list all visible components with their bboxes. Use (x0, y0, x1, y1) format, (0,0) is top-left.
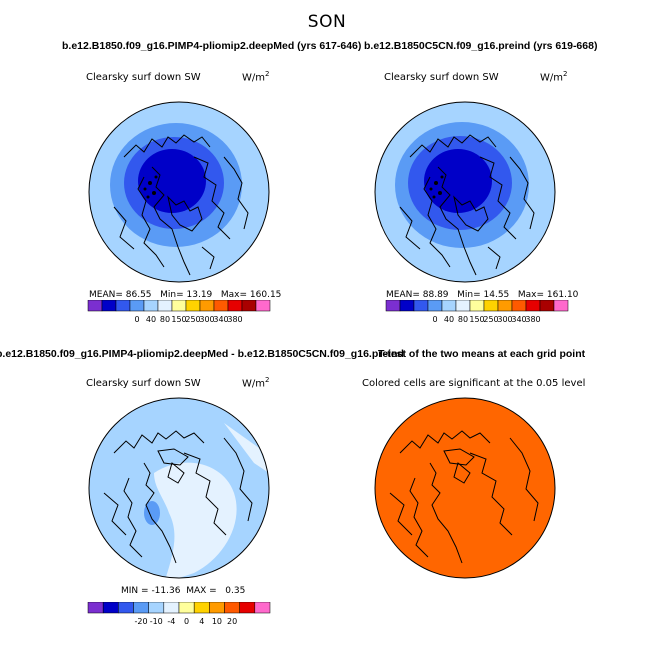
panel3-stats: MIN = -11.36 MAX = 0.35 (121, 586, 246, 596)
colorbar-swatch (102, 602, 119, 614)
panel1-title: b.e12.B1850.f09_g16.PIMP4-pliomip2.deepM… (62, 40, 362, 52)
colorbar-tick-label: 250 (185, 315, 200, 324)
colorbar-tick-label: 340 (213, 315, 228, 324)
panel4-title: T-test of the two means at each grid poi… (378, 348, 586, 360)
colorbar-swatch (178, 602, 195, 614)
colorbar-tick-label: 150 (171, 315, 186, 324)
panel2-units: W/m2 (540, 70, 568, 84)
panel3-units: W/m2 (242, 376, 270, 390)
colorbar-tick-label: 20 (227, 617, 237, 626)
panel1-variable-label: Clearsky surf down SW (86, 72, 201, 83)
colorbar-swatch (539, 300, 555, 312)
colorbar-tick-label: 40 (444, 315, 454, 324)
colorbar-swatch (413, 300, 429, 312)
colorbar-tick-label: 380 (525, 315, 540, 324)
colorbar-tick-label: -20 (135, 617, 148, 626)
colorbar-swatch (385, 300, 401, 312)
panel2-variable-label: Clearsky surf down SW (384, 72, 499, 83)
panel3-light-region-2 (224, 423, 269, 473)
panel1-stats: MEAN= 86.55 Min= 13.19 Max= 160.15 (89, 290, 282, 300)
panel1-units: W/m2 (242, 70, 270, 84)
colorbar-swatch (469, 300, 485, 312)
panel2-title: b.e12.B1850C5CN.f09_g16.preind (yrs 619-… (364, 40, 598, 52)
colorbar-swatch (199, 300, 215, 312)
colorbar-swatch (87, 300, 103, 312)
colorbar-swatch (227, 300, 243, 312)
colorbar-swatch (427, 300, 443, 312)
colorbar-tick-label: 4 (199, 617, 204, 626)
colorbar-swatch (441, 300, 457, 312)
colorbar-tick-label: 40 (146, 315, 156, 324)
panel4-map (374, 397, 556, 579)
panel1-band-0-40 (138, 149, 206, 213)
colorbar-swatch (255, 300, 271, 312)
colorbar-swatch (185, 300, 201, 312)
colorbar-tick-label: 80 (160, 315, 170, 324)
colorbar-tick-label: 0 (184, 617, 189, 626)
colorbar-swatch (118, 602, 134, 614)
colorbar-tick-label: 250 (483, 315, 498, 324)
panel3-title: b.e12.B1850.f09_g16.PIMP4-pliomip2.deepM… (0, 348, 404, 360)
colorbar-swatch (254, 602, 271, 614)
colorbar-swatch (129, 300, 145, 312)
panel3-dark-spot (144, 501, 160, 525)
colorbar-tick-label: 80 (458, 315, 468, 324)
colorbar-tick-label: 10 (212, 617, 222, 626)
colorbar-tick-label: -10 (150, 617, 163, 626)
colorbar-tick-label: 0 (134, 315, 139, 324)
panel1-map (88, 101, 270, 283)
colorbar-swatch (87, 602, 104, 614)
figure-suptitle: SON (307, 12, 347, 32)
colorbar-tick-label: 150 (469, 315, 484, 324)
panel3-map (88, 397, 270, 579)
panel2-band-0-40 (424, 149, 492, 213)
colorbar-swatch (101, 300, 117, 312)
colorbar-swatch (455, 300, 471, 312)
colorbar-swatch (213, 300, 229, 312)
colorbar-swatch (163, 602, 180, 614)
colorbar-tick-label: 0 (432, 315, 437, 324)
colorbar-swatch (148, 602, 165, 614)
colorbar-swatch (483, 300, 499, 312)
colorbar-swatch (525, 300, 541, 312)
colorbar-swatch (115, 300, 131, 312)
panel3-variable-label: Clearsky surf down SW (86, 378, 201, 389)
colorbar-tick-label: 300 (199, 315, 214, 324)
colorbar-swatch (511, 300, 527, 312)
colorbar-swatch (143, 300, 159, 312)
colorbar-swatch (209, 602, 225, 614)
colorbar-swatch (193, 602, 210, 614)
panel4-variable-label: Colored cells are significant at the 0.0… (362, 378, 586, 389)
colorbar-swatch (224, 602, 240, 614)
colorbar-swatch (241, 300, 257, 312)
colorbar-tick-label: -4 (167, 617, 175, 626)
colorbar-swatch (171, 300, 187, 312)
panel3-light-region (154, 462, 237, 578)
colorbar-swatch (497, 300, 513, 312)
colorbar-tick-label: 340 (511, 315, 526, 324)
colorbar-swatch (239, 602, 256, 614)
panel3-colorbar: -20 -10 -4 0 4 10 20 (87, 602, 271, 626)
colorbar-tick-label: 380 (227, 315, 242, 324)
panel2-stats: MEAN= 88.89 Min= 14.55 Max= 161.10 (386, 290, 579, 300)
colorbar-tick-label: 300 (497, 315, 512, 324)
colorbar-swatch (399, 300, 415, 312)
colorbar-swatch (553, 300, 569, 312)
panel2-map (374, 101, 556, 283)
panel4-significance-fill (375, 398, 555, 578)
colorbar-swatch (133, 602, 149, 614)
colorbar-swatch (157, 300, 173, 312)
